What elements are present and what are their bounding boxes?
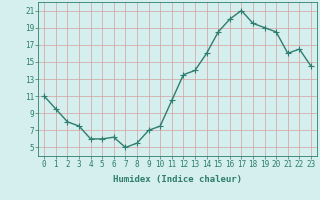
X-axis label: Humidex (Indice chaleur): Humidex (Indice chaleur): [113, 175, 242, 184]
